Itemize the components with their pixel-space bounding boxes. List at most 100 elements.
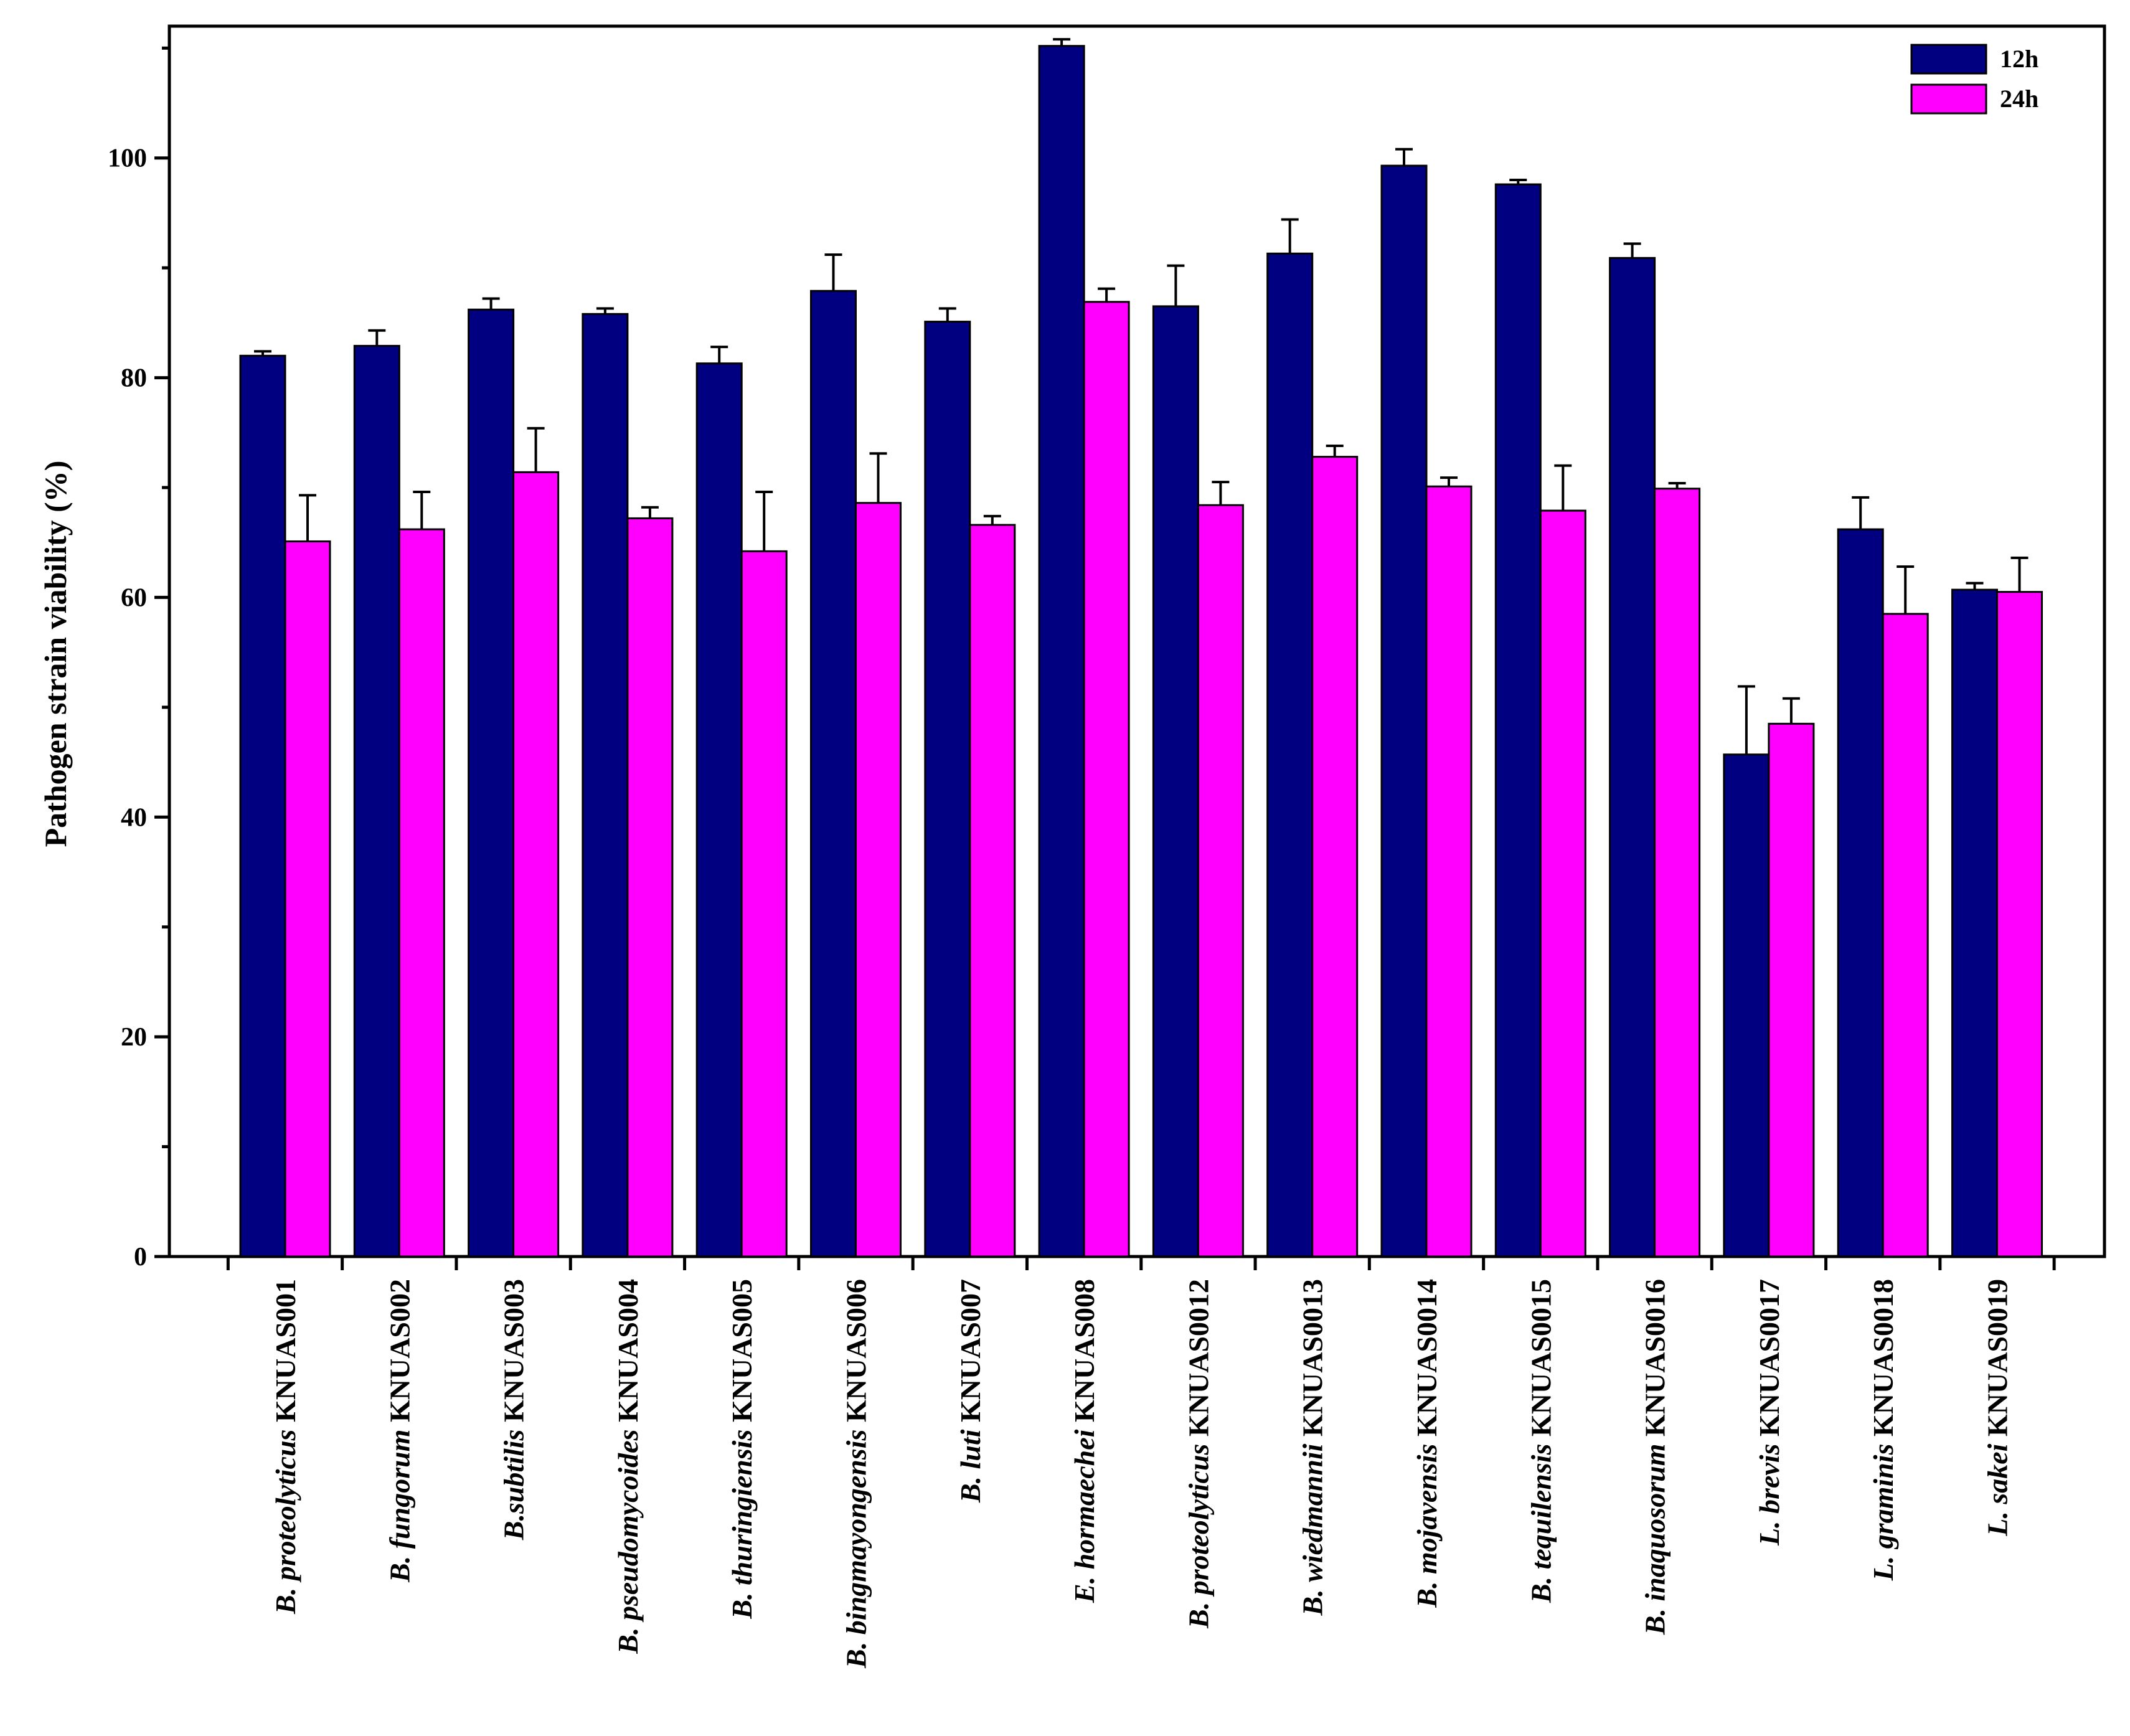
category-species: B. proteolyticus (270, 1422, 301, 1615)
bar-24h (512, 471, 560, 1258)
error-bar-24h (1554, 464, 1572, 511)
bar-24h (1083, 301, 1130, 1258)
legend-label-24h: 24h (2000, 85, 2038, 113)
error-bar-12h (938, 307, 956, 322)
error-bar-24h (1897, 565, 1915, 614)
bar-12h (1609, 257, 1656, 1258)
category-strain: KNUAS0012 (1182, 1279, 1214, 1436)
x-category-label: B.subtilis KNUAS003 (498, 1279, 530, 1540)
x-category-label: B. proteolyticus KNUAS001 (270, 1279, 301, 1615)
category-species: B.subtilis (498, 1422, 530, 1540)
x-category-label: B. inaquosorum KNUAS0016 (1639, 1279, 1671, 1635)
bar-12h (1266, 252, 1314, 1258)
error-bar-12h (1395, 148, 1413, 166)
bar-12h (1723, 753, 1770, 1258)
category-strain: KNUAS0017 (1753, 1279, 1785, 1436)
legend-label-12h: 12h (2000, 45, 2038, 73)
error-bar-12h (710, 346, 728, 364)
bar-12h (1152, 305, 1199, 1258)
error-bar-12h (1167, 264, 1185, 306)
category-species: L. brevis (1753, 1436, 1785, 1546)
category-species: B. wiedmannii (1297, 1436, 1329, 1616)
bar-24h (1311, 456, 1359, 1258)
category-strain: KNUAS002 (384, 1279, 415, 1422)
error-bar-12h (1623, 242, 1641, 258)
category-strain: KNUAS0016 (1639, 1279, 1671, 1436)
error-bar-24h (1098, 287, 1116, 302)
bar-24h (855, 502, 902, 1258)
category-species: B. mojavensis (1411, 1436, 1443, 1608)
category-species: B. luti (954, 1422, 986, 1503)
x-category-label: B. wiedmannii KNUAS0013 (1297, 1279, 1329, 1616)
category-species: B. proteolyticus (1182, 1436, 1214, 1629)
bar-24h (398, 528, 445, 1258)
bar-12h (1837, 528, 1884, 1258)
x-category-label: L. brevis KNUAS0017 (1753, 1279, 1785, 1546)
error-bar-24h (413, 491, 431, 530)
bar-24h (626, 517, 674, 1258)
error-bar-24h (1440, 476, 1458, 487)
x-category-label: E. hormaechei KNUAS008 (1068, 1279, 1100, 1603)
category-strain: KNUAS0018 (1867, 1279, 1899, 1436)
error-bar-24h (1668, 481, 1686, 489)
category-species: L. graminis (1867, 1436, 1899, 1581)
bar-12h (582, 313, 629, 1258)
error-bar-12h (596, 307, 614, 314)
x-category-label: B. fungorum KNUAS002 (384, 1279, 415, 1583)
x-category-label: B. mojavensis KNUAS0014 (1411, 1279, 1443, 1608)
category-strain: KNUAS007 (954, 1279, 986, 1422)
bar-12h (239, 354, 286, 1258)
x-category-label: B. tequilensis KNUAS0015 (1525, 1279, 1557, 1603)
bar-24h (1654, 488, 1701, 1258)
error-bar-12h (1053, 38, 1071, 46)
error-bar-24h (527, 427, 545, 473)
x-category-label: B. luti KNUAS007 (954, 1279, 986, 1503)
y-tick-label: 60 (121, 583, 147, 612)
bar-12h (695, 362, 743, 1258)
category-strain: KNUAS005 (726, 1279, 758, 1422)
y-tick-label: 100 (108, 144, 147, 173)
category-species: B. fungorum (384, 1422, 415, 1583)
category-species: B. tequilensis (1525, 1436, 1557, 1603)
category-strain: KNUAS003 (498, 1279, 530, 1422)
error-bar-24h (983, 514, 1001, 525)
category-strain: KNUAS006 (841, 1279, 872, 1422)
bar-24h (1539, 509, 1586, 1258)
bar-24h (969, 524, 1016, 1258)
error-bar-24h (2010, 556, 2029, 592)
legend-swatch-24h (1910, 83, 1987, 115)
bar-24h (1197, 504, 1244, 1258)
category-strain: KNUAS0014 (1411, 1279, 1443, 1436)
bar-24h (1996, 591, 2043, 1258)
bar-12h (1494, 183, 1542, 1258)
error-bar-24h (1212, 481, 1230, 506)
x-category-label: B. bingmayongensis KNUAS006 (841, 1279, 872, 1669)
category-strain: KNUAS001 (270, 1279, 301, 1422)
y-tick-label: 40 (121, 803, 147, 832)
error-bar-24h (641, 506, 659, 519)
category-species: L. sakei (1982, 1436, 2014, 1537)
error-bar-12h (368, 329, 386, 346)
bar-24h (740, 550, 788, 1258)
error-bar-24h (299, 494, 316, 542)
bar-24h (1425, 485, 1473, 1258)
category-species: B. inaquosorum (1639, 1436, 1671, 1635)
bar-24h (284, 540, 331, 1258)
error-bar-24h (1326, 444, 1344, 457)
bar-12h (924, 321, 971, 1258)
bar-12h (1380, 164, 1428, 1258)
category-strain: KNUAS008 (1068, 1279, 1100, 1422)
error-bar-12h (1852, 496, 1870, 530)
category-strain: KNUAS0019 (1982, 1279, 2014, 1436)
bar-12h (810, 290, 857, 1258)
error-bar-24h (869, 452, 887, 503)
bar-12h (468, 308, 515, 1258)
category-species: B. pseudomycoides (612, 1422, 644, 1654)
category-species: E. hormaechei (1068, 1422, 1100, 1603)
category-species: B. bingmayongensis (841, 1422, 872, 1669)
error-bar-12h (1509, 179, 1527, 185)
x-category-label: L. graminis KNUAS0018 (1867, 1279, 1899, 1581)
